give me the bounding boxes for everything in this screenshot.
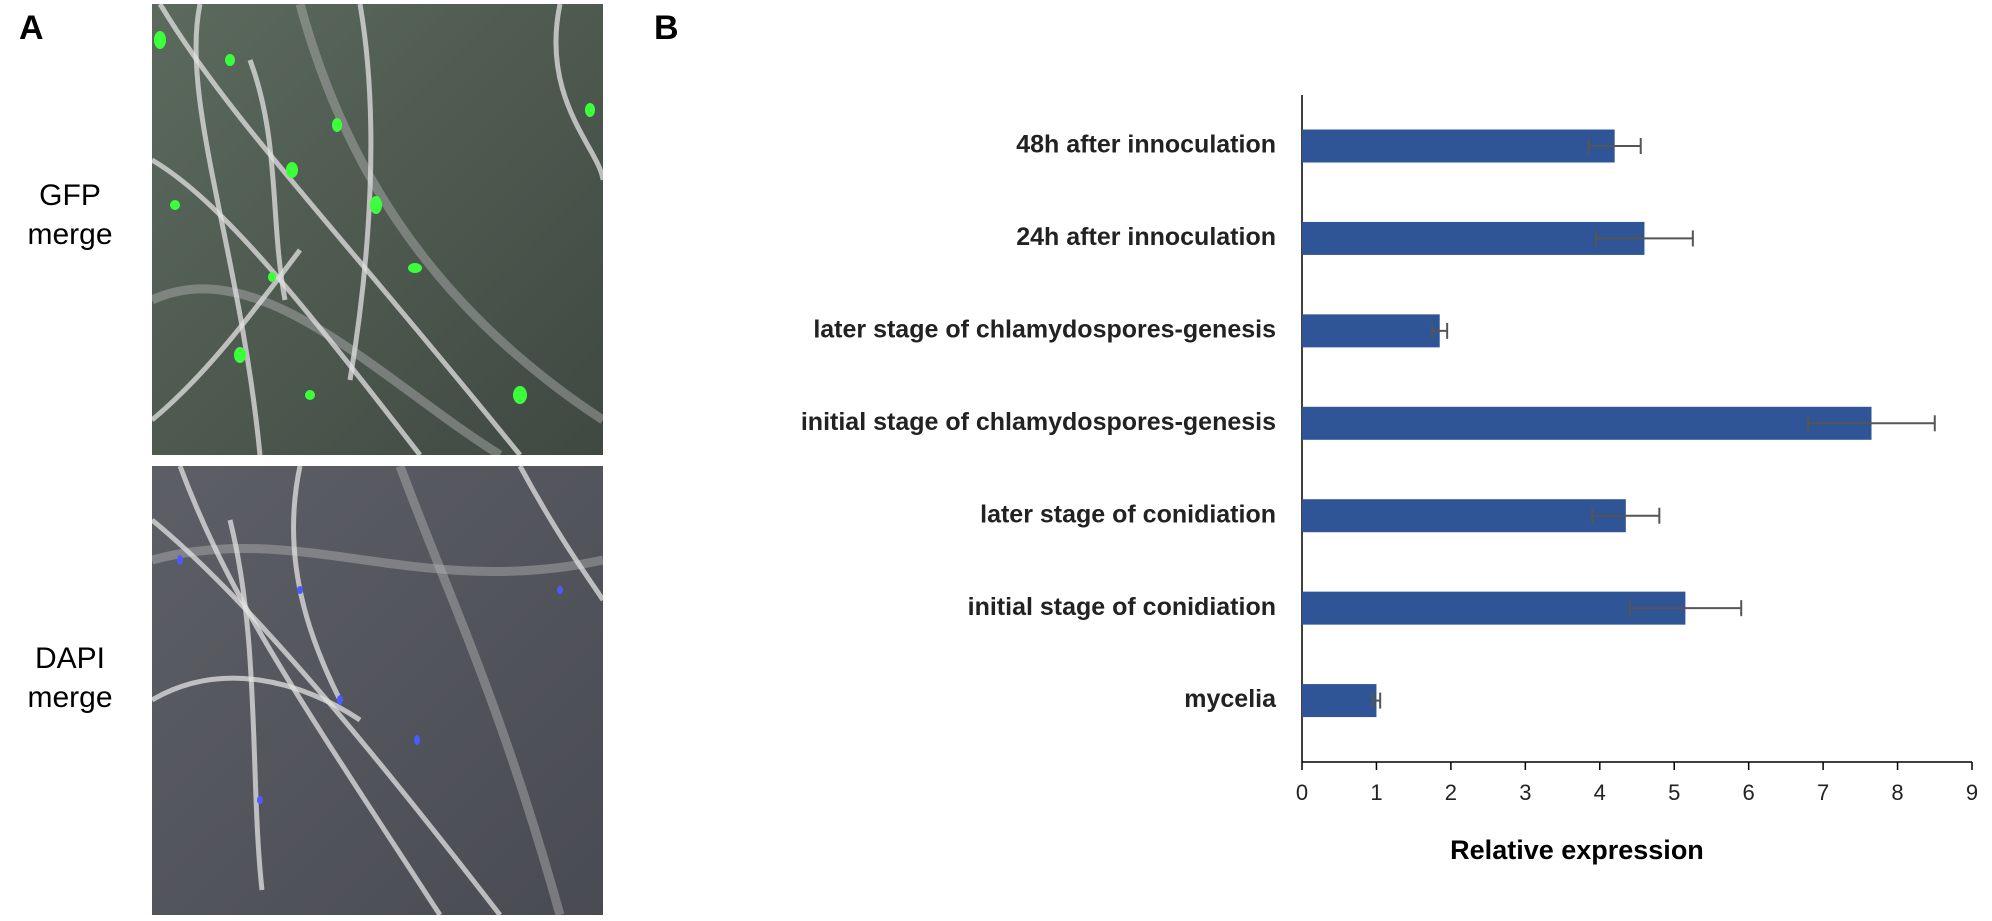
x-tick-label: 0: [1296, 780, 1308, 805]
image-caption: merge: [27, 218, 112, 251]
bar: [1302, 129, 1615, 163]
bar: [1302, 499, 1626, 533]
bar: [1302, 221, 1645, 255]
error-bar: [1628, 600, 1743, 617]
error-bar: [1587, 138, 1642, 154]
y-tick-label: 24h after innoculation: [1016, 223, 1276, 251]
error-bar: [1591, 507, 1661, 524]
gfp-image: [152, 4, 603, 455]
image-caption: GFP: [39, 179, 101, 212]
bar: [1302, 314, 1440, 348]
image-caption: merge: [27, 681, 112, 714]
bar: [1302, 406, 1872, 440]
x-tick-label: 3: [1519, 780, 1531, 805]
x-tick-label: 7: [1817, 780, 1829, 805]
x-tick-label: 9: [1966, 780, 1978, 805]
x-axis-label: Relative expression: [1450, 835, 1704, 865]
y-tick-label: initial stage of chlamydospores-genesis: [801, 408, 1276, 436]
x-tick-label: 6: [1743, 780, 1755, 805]
error-bar: [1371, 692, 1382, 709]
x-tick-label: 4: [1594, 780, 1606, 805]
y-tick-label: initial stage of conidiation: [968, 593, 1276, 621]
x-tick-label: 8: [1891, 780, 1903, 805]
y-tick-label: mycelia: [1184, 685, 1277, 713]
x-tick-label: 5: [1668, 780, 1680, 805]
panel-label: A: [19, 9, 44, 47]
panel-label: B: [654, 9, 679, 47]
x-tick-label: 1: [1370, 780, 1382, 805]
y-tick-label: later stage of conidiation: [980, 500, 1276, 528]
error-bar: [1431, 322, 1449, 339]
y-tick-label: 48h after innoculation: [1016, 131, 1276, 159]
y-tick-label: later stage of chlamydospores-genesis: [813, 315, 1276, 343]
bar: [1302, 591, 1686, 625]
x-tick-label: 2: [1445, 780, 1457, 805]
bar: [1302, 684, 1377, 718]
image-caption: DAPI: [35, 642, 105, 675]
error-bar: [1807, 415, 1936, 432]
error-bar: [1595, 230, 1694, 247]
dapi-image: [152, 466, 603, 915]
